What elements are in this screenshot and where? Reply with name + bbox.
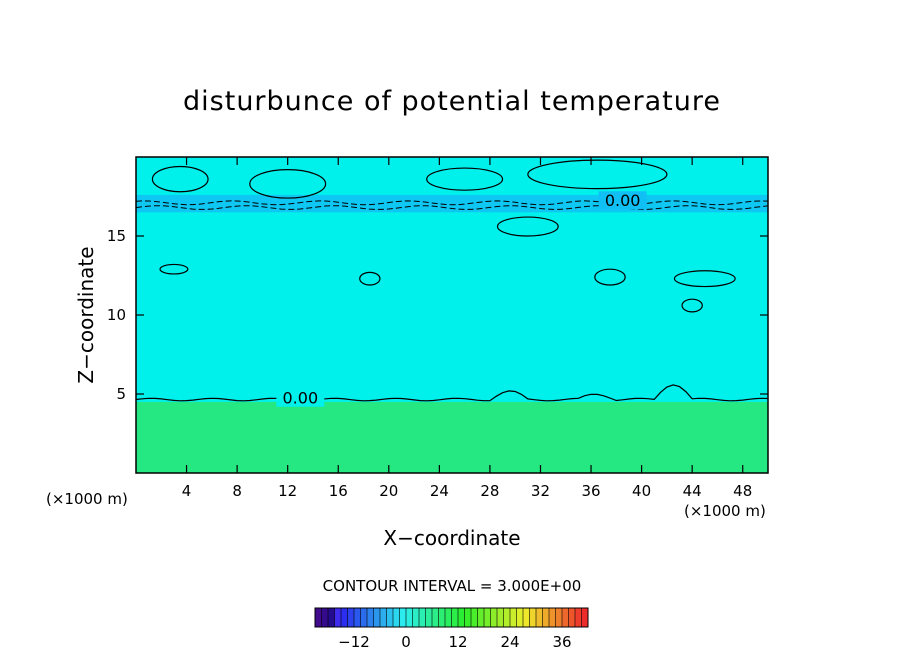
- closed-contour: [159, 263, 189, 275]
- contour-label-bg: [598, 191, 647, 210]
- closed-contour: [426, 167, 504, 191]
- colorbar-segment: [393, 608, 400, 627]
- y-tick-label: 15: [107, 227, 126, 245]
- colorbar-segment: [536, 608, 543, 627]
- colorbar-segment: [581, 608, 589, 627]
- closed-contour: [151, 165, 209, 193]
- y-tick-label: 5: [116, 385, 126, 403]
- contour-label: 0.00: [283, 389, 319, 408]
- y-axis-unit: (×1000 m): [46, 490, 128, 508]
- colorbar-frame: [314, 607, 589, 628]
- colorbar-segment: [568, 608, 576, 627]
- colorbar-segment: [471, 608, 478, 627]
- colorbar-segment: [354, 608, 361, 627]
- colorbar-segment: [412, 608, 420, 627]
- x-tick-label: 36: [581, 482, 600, 500]
- x-tick-label: 28: [480, 482, 499, 500]
- contour-label-bg: [276, 388, 325, 407]
- colorbar-segment: [497, 608, 504, 627]
- colorbar-segment: [360, 608, 368, 627]
- x-axis-label: X−coordinate: [383, 526, 521, 550]
- negative-contour: [135, 205, 769, 210]
- colorbar-segment: [562, 608, 569, 627]
- colorbar-segment: [373, 608, 381, 627]
- negative-contour: [135, 200, 769, 206]
- colorbar-segment: [490, 608, 498, 627]
- closed-contour: [496, 216, 559, 237]
- x-tick-label: 32: [531, 482, 550, 500]
- colorbar-segment: [399, 608, 407, 627]
- x-tick-label: 40: [632, 482, 651, 500]
- colorbar-segment: [484, 608, 491, 627]
- x-tick-label: 24: [430, 482, 449, 500]
- zero-contour-lower: [135, 384, 769, 402]
- closed-contour: [249, 169, 327, 199]
- y-tick-label: 10: [107, 306, 126, 324]
- x-axis-unit: (×1000 m): [684, 502, 766, 520]
- colorbar-segment: [575, 608, 582, 627]
- closed-contour: [527, 159, 668, 190]
- y-axis-label: Z−coordinate: [74, 246, 98, 384]
- colorbar-segment: [334, 608, 342, 627]
- x-tick-label: 8: [232, 482, 242, 500]
- colorbar-tick-label: 0: [401, 633, 411, 651]
- colorbar-segment: [380, 608, 387, 627]
- colorbar-segment: [425, 608, 433, 627]
- x-tick-label: 12: [278, 482, 297, 500]
- colorbar-segment: [406, 608, 413, 627]
- colorbar-segment: [347, 608, 355, 627]
- colorbar-segment: [542, 608, 550, 627]
- colorbar-segment: [510, 608, 517, 627]
- colorbar-segment: [328, 608, 335, 627]
- lower-field: [136, 401, 768, 473]
- colorbar-segment: [529, 608, 537, 627]
- closed-contour: [359, 271, 381, 286]
- colorbar-segment: [367, 608, 374, 627]
- x-tick-label: 48: [733, 482, 752, 500]
- colorbar-segment: [321, 608, 329, 627]
- colorbar-segment: [549, 608, 556, 627]
- x-tick-label: 16: [329, 482, 348, 500]
- colorbar-tick-label: 36: [552, 633, 571, 651]
- x-tick-label: 44: [683, 482, 702, 500]
- colorbar-segment: [477, 608, 485, 627]
- colorbar-segment: [386, 608, 394, 627]
- colorbar-segment: [458, 608, 465, 627]
- contour-interval-label: CONTOUR INTERVAL = 3.000E+00: [322, 577, 582, 595]
- colorbar-segment: [438, 608, 446, 627]
- colorbar-segment: [341, 608, 348, 627]
- colorbar-segment: [516, 608, 524, 627]
- x-tick-label: 20: [379, 482, 398, 500]
- colorbar-segment: [523, 608, 530, 627]
- x-tick-label: 4: [182, 482, 192, 500]
- contour-label: 0.00: [605, 191, 641, 210]
- colorbar-tick-label: 12: [448, 633, 467, 651]
- closed-contour: [594, 268, 626, 286]
- colorbar-segment: [445, 608, 452, 627]
- colorbar-segment: [315, 608, 322, 627]
- colorbar-segment: [555, 608, 563, 627]
- closed-contour: [673, 270, 736, 288]
- closed-contour: [681, 298, 703, 313]
- colorbar-tick-label: 24: [500, 633, 519, 651]
- chart-title: disturbunce of potential temperature: [183, 86, 721, 117]
- colorbar-segment: [503, 608, 511, 627]
- colorbar-segment: [419, 608, 426, 627]
- colorbar-segment: [451, 608, 459, 627]
- colorbar-segment: [432, 608, 439, 627]
- colorbar-tick-label: −12: [338, 633, 370, 651]
- colorbar-segment: [464, 608, 472, 627]
- cold-band-field: [136, 194, 768, 213]
